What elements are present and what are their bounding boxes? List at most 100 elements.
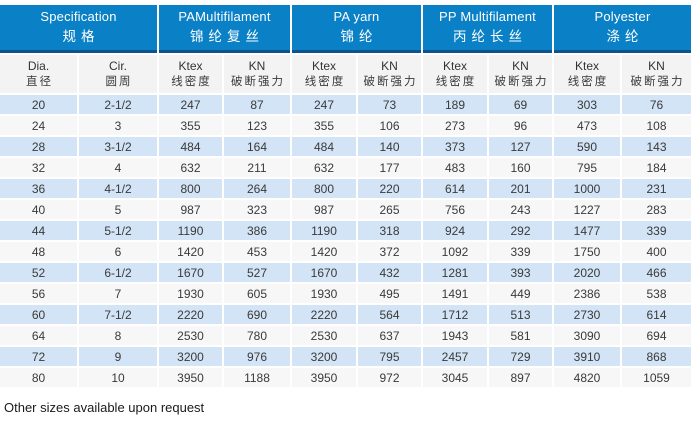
table-cell: 780 <box>224 326 290 345</box>
table-cell: 48 <box>0 242 77 261</box>
table-cell: 795 <box>554 158 620 177</box>
table-cell: 87 <box>224 95 290 114</box>
subheader-ktex-3: Ktex 线密度 <box>423 55 487 93</box>
table-cell: 372 <box>358 242 421 261</box>
subheader-label-zh: 线密度 <box>435 76 477 89</box>
header-group-pa-yarn: PA yarn 锦纶 <box>292 5 421 53</box>
table-cell: 1000 <box>554 179 620 198</box>
table-cell: 201 <box>489 179 552 198</box>
table-cell: 3950 <box>159 368 222 387</box>
footer-note: Other sizes available upon request <box>4 400 205 415</box>
table-cell: 211 <box>224 158 290 177</box>
table-cell: 3-1/2 <box>79 137 157 156</box>
header-group-pp-multifilament: PP Multifilament 丙纶长丝 <box>423 5 552 53</box>
table-cell: 32 <box>0 158 77 177</box>
table-cell: 2730 <box>554 305 620 324</box>
table-cell: 247 <box>159 95 222 114</box>
subheader-label-zh: 破断强力 <box>231 76 285 89</box>
table-cell: 127 <box>489 137 552 156</box>
subheader-label-zh: 直径 <box>26 76 53 89</box>
table-cell: 987 <box>159 200 222 219</box>
table-cell: 2457 <box>423 347 487 366</box>
table-cell: 800 <box>159 179 222 198</box>
table-cell: 868 <box>622 347 691 366</box>
table-cell: 10 <box>79 368 157 387</box>
header-group-pa-multifilament: PAMultifilament 锦纶复丝 <box>159 5 290 53</box>
table-cell: 538 <box>622 284 691 303</box>
subheader-label-zh: 线密度 <box>171 76 212 89</box>
table-cell: 60 <box>0 305 77 324</box>
table-cell: 473 <box>554 116 620 135</box>
table-cell: 1670 <box>292 263 356 282</box>
table-cell: 5-1/2 <box>79 221 157 240</box>
table-cell: 614 <box>622 305 691 324</box>
subheader-ktex-1: Ktex 线密度 <box>159 55 222 93</box>
table-cell: 56 <box>0 284 77 303</box>
subheader-label-zh: 破断强力 <box>494 76 549 89</box>
header-group-label-zh: 涤纶 <box>606 29 644 45</box>
table-cell: 1227 <box>554 200 620 219</box>
table-cell: 292 <box>489 221 552 240</box>
table-cell: 339 <box>622 221 691 240</box>
header-group-label-zh: 锦纶复丝 <box>190 29 264 45</box>
table-cell: 1712 <box>423 305 487 324</box>
subheader-label-en: Cir. <box>109 58 127 73</box>
table-cell: 8 <box>79 326 157 345</box>
table-cell: 231 <box>622 179 691 198</box>
table-cell: 44 <box>0 221 77 240</box>
table-cell: 466 <box>622 263 691 282</box>
table-cell: 1670 <box>159 263 222 282</box>
table-cell: 355 <box>159 116 222 135</box>
table-cell: 590 <box>554 137 620 156</box>
table-cell: 108 <box>622 116 691 135</box>
subheader-cir: Cir. 圆周 <box>79 55 157 93</box>
table-cell: 484 <box>159 137 222 156</box>
table-cell: 164 <box>224 137 290 156</box>
subheader-ktex-4: Ktex 线密度 <box>554 55 620 93</box>
table-cell: 614 <box>423 179 487 198</box>
table-cell: 73 <box>358 95 421 114</box>
table-cell: 355 <box>292 116 356 135</box>
table-cell: 386 <box>224 221 290 240</box>
table-cell: 3045 <box>423 368 487 387</box>
table-cell: 453 <box>224 242 290 261</box>
table-cell: 2220 <box>159 305 222 324</box>
table-cell: 581 <box>489 326 552 345</box>
table-cell: 1943 <box>423 326 487 345</box>
table-cell: 393 <box>489 263 552 282</box>
table-cell: 69 <box>489 95 552 114</box>
subheader-label-zh: 线密度 <box>567 76 609 89</box>
subheader-label-en: Ktex <box>178 58 203 73</box>
table-cell: 690 <box>224 305 290 324</box>
table-cell: 637 <box>358 326 421 345</box>
table-cell: 632 <box>292 158 356 177</box>
table-cell: 96 <box>489 116 552 135</box>
table-cell: 1059 <box>622 368 691 387</box>
table-cell: 3200 <box>292 347 356 366</box>
table-cell: 987 <box>292 200 356 219</box>
table-cell: 6-1/2 <box>79 263 157 282</box>
table-cell: 9 <box>79 347 157 366</box>
table-cell: 2386 <box>554 284 620 303</box>
table-cell: 2530 <box>159 326 222 345</box>
subheader-label-en: Ktex <box>442 58 467 73</box>
table-cell: 527 <box>224 263 290 282</box>
table-cell: 694 <box>622 326 691 345</box>
table-cell: 484 <box>292 137 356 156</box>
table-cell: 247 <box>292 95 356 114</box>
subheader-kn-2: KN 破断强力 <box>358 55 421 93</box>
table-cell: 3950 <box>292 368 356 387</box>
table-cell: 1420 <box>292 242 356 261</box>
table-cell: 483 <box>423 158 487 177</box>
table-cell: 323 <box>224 200 290 219</box>
subheader-kn-1: KN 破断强力 <box>224 55 290 93</box>
header-group-label-en: Specification <box>40 9 117 25</box>
table-cell: 1750 <box>554 242 620 261</box>
table-cell: 2220 <box>292 305 356 324</box>
table-cell: 52 <box>0 263 77 282</box>
table-cell: 6 <box>79 242 157 261</box>
table-cell: 106 <box>358 116 421 135</box>
table-cell: 177 <box>358 158 421 177</box>
table-cell: 318 <box>358 221 421 240</box>
table-cell: 449 <box>489 284 552 303</box>
